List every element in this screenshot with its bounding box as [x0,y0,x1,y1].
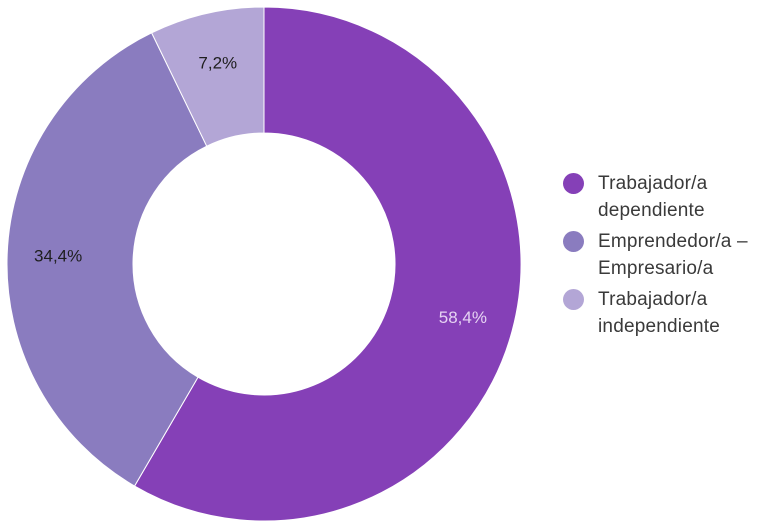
slice-emprendedor [6,32,208,487]
slice-label-dependiente: 58,4% [439,308,487,327]
slice-label-independiente: 7,2% [198,54,237,73]
legend-item-independiente: Trabajador/a independiente [563,286,778,340]
legend-swatch-dependiente [563,173,584,194]
slice-labels: 58,4% 34,4% 7,2% [34,54,487,327]
legend-label-emprendedor: Emprendedor/a – Empresario/a [598,231,748,279]
legend-swatch-emprendedor [563,231,584,252]
slice-dependiente [133,6,522,522]
legend-item-emprendedor: Emprendedor/a – Empresario/a [563,228,778,282]
slice-label-emprendedor: 34,4% [34,247,82,266]
donut-slices [6,6,522,522]
legend-label-independiente: Trabajador/a independiente [598,289,720,337]
legend-item-dependiente: Trabajador/a dependiente [563,170,778,224]
slice-independiente [150,6,265,147]
legend-swatch-independiente [563,289,584,310]
legend: Trabajador/a dependiente Emprendedor/a –… [563,170,778,344]
legend-label-dependiente: Trabajador/a dependiente [598,173,708,221]
